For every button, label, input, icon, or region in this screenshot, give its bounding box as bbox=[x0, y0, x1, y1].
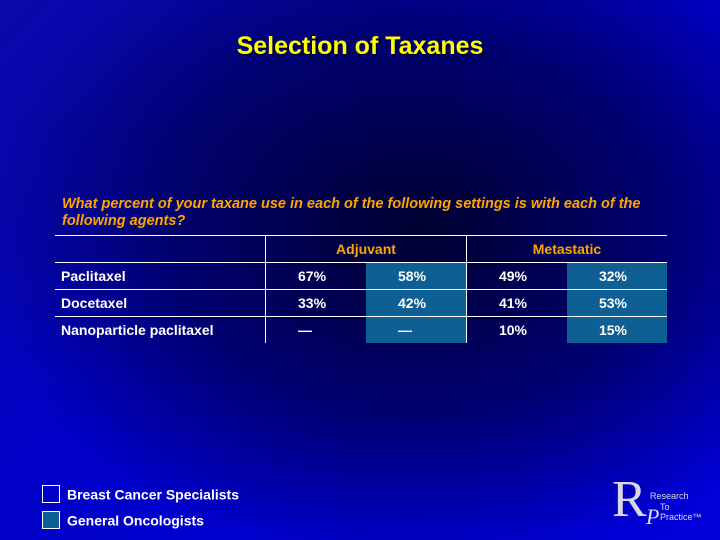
legend-swatch bbox=[42, 485, 60, 504]
group-header-metastatic: Metastatic bbox=[465, 235, 667, 263]
logo-letter-p: P bbox=[646, 504, 660, 529]
legend-swatch bbox=[42, 511, 60, 530]
value-cell: 42% bbox=[366, 289, 467, 317]
legend-item-breast-cancer-specialists: Breast Cancer Specialists bbox=[42, 485, 239, 504]
value-cell: — bbox=[265, 316, 366, 343]
value-cell: 41% bbox=[465, 289, 567, 317]
group-header-adjuvant: Adjuvant bbox=[265, 235, 467, 263]
value-cell: 15% bbox=[566, 316, 667, 343]
header-empty-cell bbox=[55, 235, 266, 263]
legend-label: General Oncologists bbox=[67, 512, 204, 529]
row-label: Paclitaxel bbox=[55, 262, 266, 290]
research-to-practice-logo: R P Research To Practice™ bbox=[612, 474, 712, 534]
logo-text-line2: To Practice™ bbox=[660, 502, 702, 522]
logo-text-line1: Research bbox=[650, 491, 689, 501]
value-cell: 58% bbox=[366, 262, 467, 290]
row-label: Nanoparticle paclitaxel bbox=[55, 316, 266, 343]
logo-letter-r: R bbox=[612, 471, 647, 528]
legend-label: Breast Cancer Specialists bbox=[67, 486, 239, 503]
value-cell: 33% bbox=[265, 289, 366, 317]
value-cell: 32% bbox=[566, 262, 667, 290]
row-label: Docetaxel bbox=[55, 289, 266, 317]
value-cell: 10% bbox=[465, 316, 567, 343]
table-row: Paclitaxel 67% 58% 49% 32% bbox=[55, 262, 667, 290]
table-row: Docetaxel 33% 42% 41% 53% bbox=[55, 289, 667, 317]
slide-title: Selection of Taxanes bbox=[236, 32, 484, 60]
taxane-usage-table: Adjuvant Metastatic Paclitaxel 67% 58% 4… bbox=[55, 235, 667, 343]
table-row: Nanoparticle paclitaxel — — 10% 15% bbox=[55, 316, 667, 343]
value-cell: 53% bbox=[566, 289, 667, 317]
legend-item-general-oncologists: General Oncologists bbox=[42, 511, 204, 530]
table-header-row: Adjuvant Metastatic bbox=[55, 235, 667, 263]
value-cell: 67% bbox=[265, 262, 366, 290]
value-cell: — bbox=[366, 316, 467, 343]
survey-question: What percent of your taxane use in each … bbox=[62, 196, 641, 229]
value-cell: 49% bbox=[465, 262, 567, 290]
